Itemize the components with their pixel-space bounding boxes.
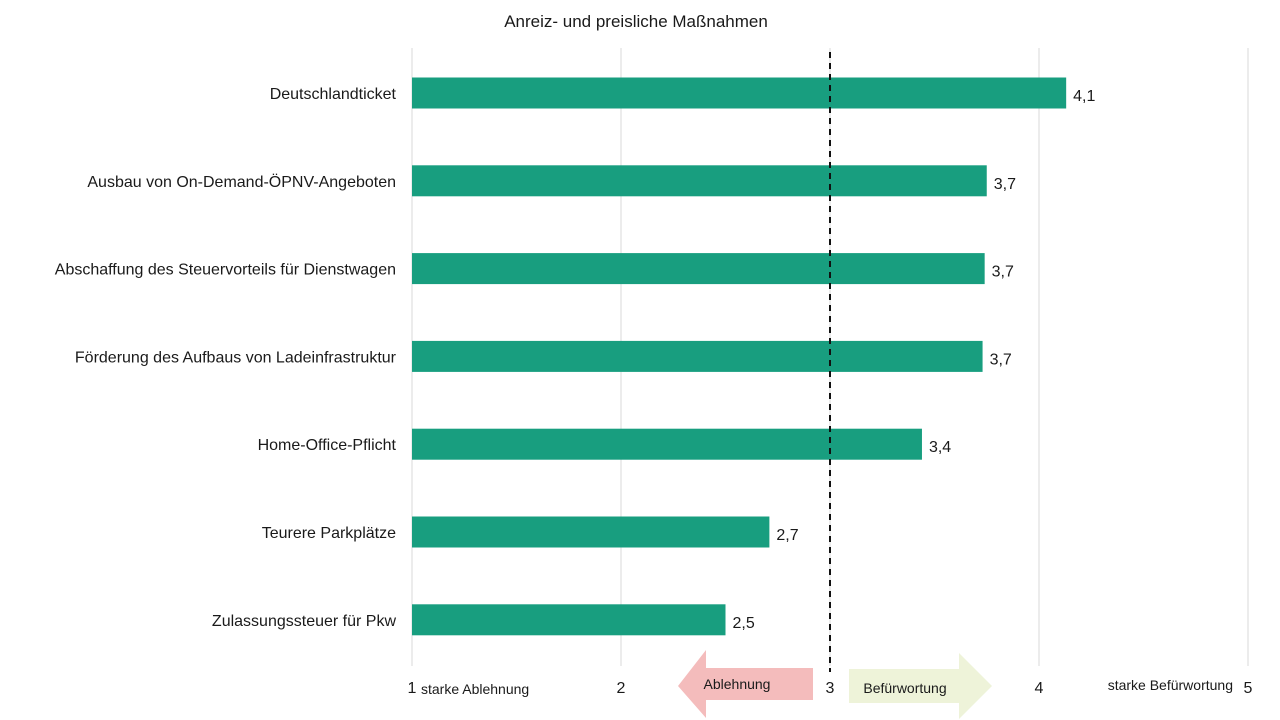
data-label: 3,4 — [929, 439, 951, 456]
category-label: Zulassungssteuer für Pkw — [212, 613, 397, 630]
x-tick-label: 5 — [1244, 680, 1253, 697]
data-label: 3,7 — [992, 264, 1014, 281]
bar-4 — [412, 340, 983, 372]
bar-6 — [412, 516, 770, 548]
category-label: Abschaffung des Steuervorteils für Diens… — [55, 262, 396, 279]
data-label: 4,1 — [1073, 88, 1095, 105]
data-label: 2,7 — [776, 527, 798, 544]
ablehnung-arrow-label: Ablehnung — [704, 676, 771, 692]
x-high-end-label: starke Befürwortung — [1108, 677, 1233, 693]
x-tick-label: 4 — [1035, 680, 1044, 697]
category-label: Home-Office-Pflicht — [258, 437, 397, 454]
bar-1 — [412, 77, 1067, 109]
befuerwortung-arrow-label: Befürwortung — [863, 680, 946, 696]
labels-group: Deutschlandticket 4,1 Ausbau von On-Demand… — [55, 86, 1253, 697]
bar-3 — [412, 253, 985, 285]
category-label: Ausbau von On-Demand-ÖPNV-Angeboten — [87, 173, 396, 191]
x-tick-label: 3 — [826, 680, 835, 697]
data-label: 2,5 — [733, 615, 755, 632]
x-tick-label: 2 — [617, 680, 626, 697]
chart-title: Anreiz- und preisliche Maßnahmen — [504, 12, 768, 31]
bars — [412, 77, 1067, 636]
befuerwortung-arrow — [849, 653, 992, 719]
data-label: 3,7 — [990, 351, 1012, 368]
x-low-end-label: starke Ablehnung — [421, 681, 529, 697]
bar-2 — [412, 165, 987, 197]
arrows-group: Ablehnung Befürwortung — [678, 650, 992, 719]
bar-5 — [412, 428, 922, 460]
data-label: 3,7 — [994, 176, 1016, 193]
category-label: Deutschlandticket — [270, 86, 397, 103]
ablehnung-arrow — [678, 650, 813, 718]
x-tick-label: 1 — [408, 680, 417, 697]
category-label: Förderung des Aufbaus von Ladeinfrastruk… — [75, 349, 397, 366]
category-label: Teurere Parkplätze — [262, 525, 396, 542]
bar-7 — [412, 604, 726, 636]
